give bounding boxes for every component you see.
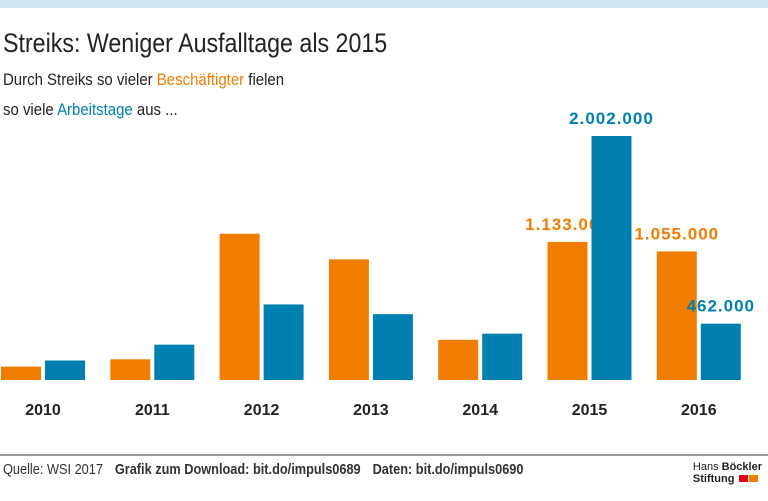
footer: Quelle: WSI 2017 Grafik zum Download: bit… <box>3 461 523 478</box>
data-label: 1.055.000 <box>634 224 719 243</box>
x-tick-label: 2014 <box>462 402 498 419</box>
hans-boeckler-logo: Hans Böckler Stiftung <box>692 461 762 485</box>
bar-2013-employees <box>328 259 369 380</box>
subtitle-line-1: Durch Streiks so vieler Beschäftigter fi… <box>3 70 285 89</box>
source: Quelle: WSI 2017 <box>3 461 103 478</box>
bar-2013-workdays <box>372 314 413 380</box>
bar-2016-workdays <box>700 323 741 380</box>
chart-title: Streiks: Weniger Ausfalltage als 2015 <box>3 28 388 58</box>
x-tick-label: 2011 <box>135 402 170 419</box>
bar-2012-workdays <box>263 304 304 380</box>
bar-2015-workdays <box>591 136 632 380</box>
x-tick-label: 2010 <box>25 402 61 419</box>
legend-workdays: Arbeitstage <box>57 100 133 119</box>
data-label: 1.133.000 <box>525 215 610 234</box>
data-label: 2.002.000 <box>569 109 654 128</box>
x-tick-label: 2012 <box>244 402 280 419</box>
bar-2010-workdays <box>45 360 85 380</box>
bar-2016-employees <box>656 251 697 380</box>
footer-divider <box>0 454 768 456</box>
data-link[interactable]: Daten: bit.do/impuls0690 <box>372 461 524 478</box>
subtitle-line-2: so viele Arbeitstage aus ... <box>3 100 178 119</box>
download-link[interactable]: Grafik zum Download: bit.do/impuls0689 <box>114 461 361 478</box>
x-tick-label: 2016 <box>681 402 717 419</box>
bar-chart: 2010 2011 2012 2013 2014 1.133.000 2.002.000 20… <box>1 109 755 419</box>
bar-2011-employees <box>110 359 151 380</box>
bar-2012-employees <box>219 233 260 380</box>
legend-employees: Beschäftigter <box>156 70 245 89</box>
top-band <box>0 0 768 8</box>
bar-2014-workdays <box>482 333 523 380</box>
bar-2011-workdays <box>154 344 195 380</box>
x-tick-label: 2013 <box>353 402 389 419</box>
bar-2014-employees <box>438 339 479 380</box>
data-label: 462.000 <box>687 297 755 316</box>
bar-2015-employees <box>547 241 588 380</box>
bar-2010-employees <box>1 366 41 380</box>
x-tick-label: 2015 <box>572 402 608 419</box>
